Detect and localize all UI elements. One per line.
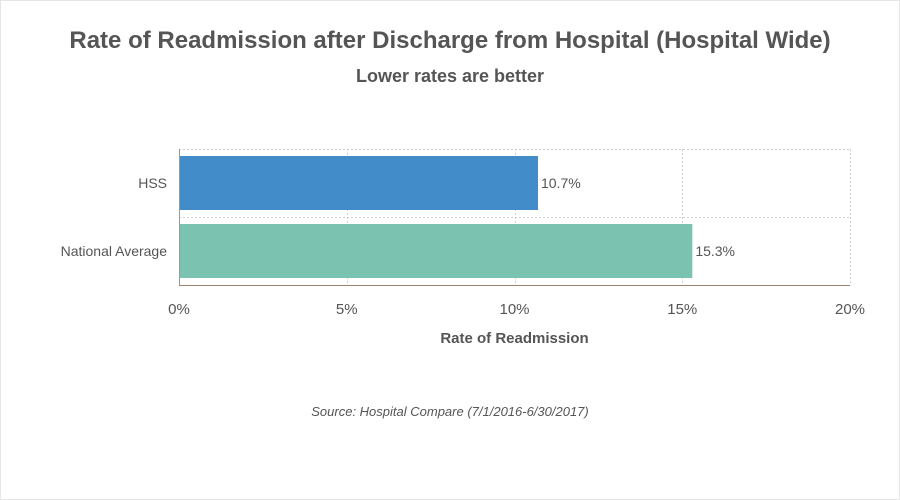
- bars: 10.7% 15.3%: [179, 156, 735, 278]
- bar-hss: [179, 156, 538, 210]
- chart-subtitle: Lower rates are better: [355, 66, 545, 86]
- data-label: 15.3%: [695, 243, 735, 259]
- x-axis-title: Rate of Readmission: [440, 330, 588, 347]
- axes: HSS National Average 0% 5% 10% 15% 20%: [61, 149, 865, 318]
- chart-title: Rate of Readmission after Discharge from…: [69, 27, 831, 54]
- bar-national-average: [179, 224, 693, 278]
- source-note: Source: Hospital Compare (7/1/2016-6/30/…: [311, 404, 589, 419]
- x-tick-label: 20%: [835, 301, 865, 318]
- bar-chart: 10.7% 15.3% HSS National Average 0% 5% 10% 15%…: [61, 149, 865, 347]
- data-label: 10.7%: [541, 175, 581, 191]
- y-tick-label: National Average: [61, 243, 168, 259]
- x-tick-label: 5%: [336, 301, 358, 318]
- x-tick-label: 10%: [499, 301, 529, 318]
- x-tick-label: 15%: [667, 301, 697, 318]
- y-tick-label: HSS: [138, 175, 167, 191]
- x-tick-label: 0%: [168, 301, 190, 318]
